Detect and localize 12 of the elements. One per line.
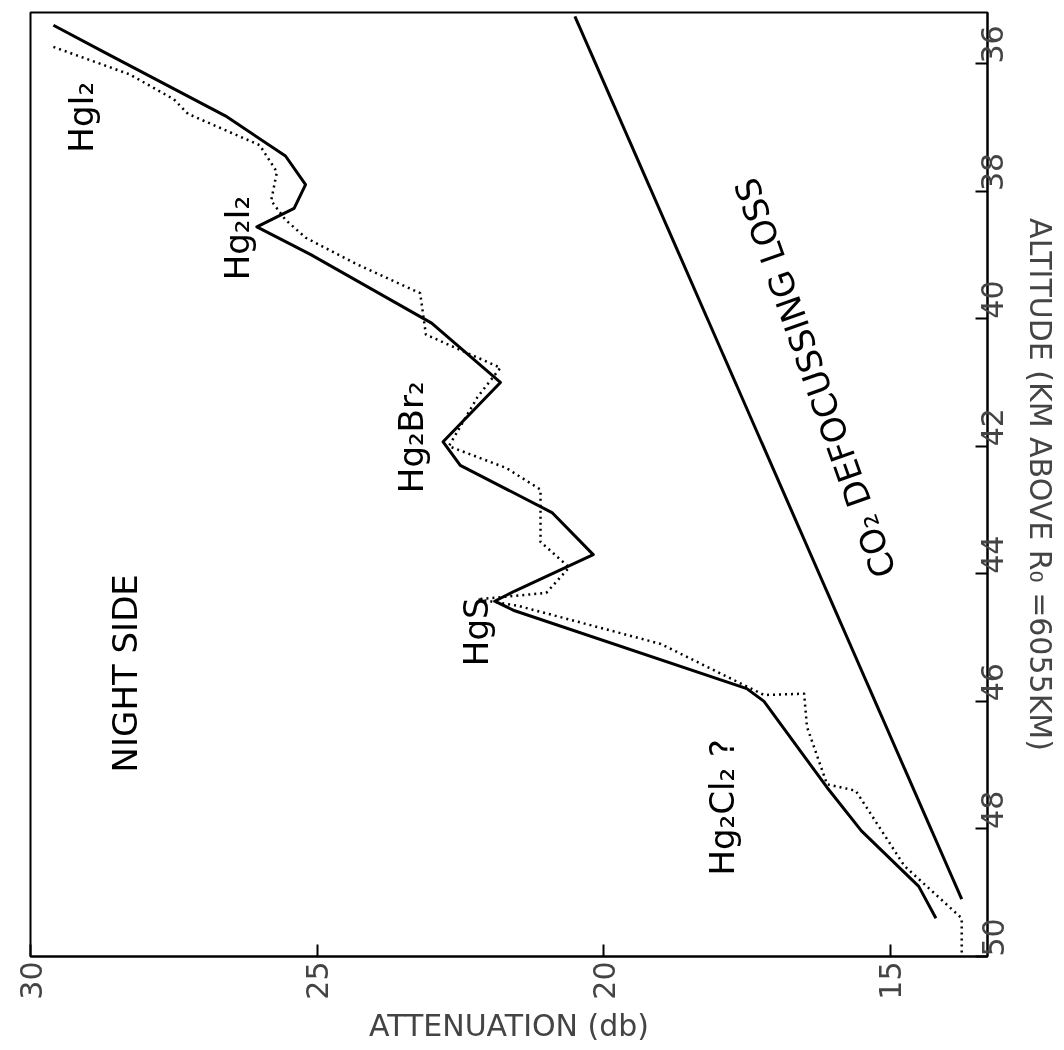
y-axis-title: ALTITUDE (KM ABOVE R₀ =6055KM) xyxy=(1022,218,1058,751)
x-tick-label: 25 xyxy=(300,961,336,1000)
annotation: Hg₂Br₂ xyxy=(391,381,432,494)
annotation: HgS xyxy=(455,597,496,667)
x-axis-title: ATTENUATION (db) xyxy=(368,1007,650,1043)
annotation: Hg₂I₂ xyxy=(217,195,258,281)
annotation: NIGHT SIDE xyxy=(105,574,146,773)
x-tick-label: 20 xyxy=(586,961,622,1000)
x-tick-label: 15 xyxy=(873,961,909,1000)
x-tick-label: 30 xyxy=(13,961,49,1000)
annotation: Hg₂Cl₂ ? xyxy=(702,739,743,876)
annotation: HgI₂ xyxy=(61,81,102,153)
